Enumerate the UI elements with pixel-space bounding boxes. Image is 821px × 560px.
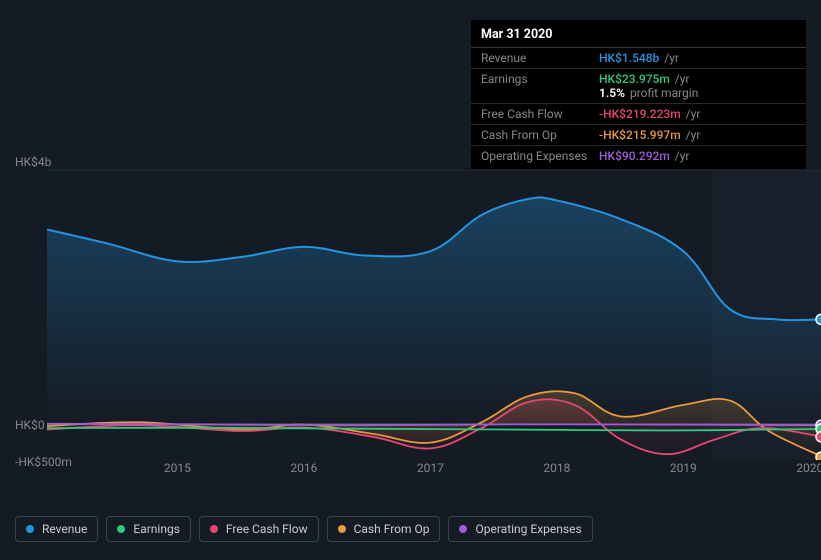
tooltip-row-label: Operating Expenses xyxy=(481,149,599,163)
tooltip-row-value: -HK$219.223m xyxy=(599,107,681,121)
tooltip-row: Free Cash Flow-HK$219.223m /yr xyxy=(471,104,806,125)
tooltip-row-unit: /yr xyxy=(672,149,690,163)
legend-label: Revenue xyxy=(42,522,87,536)
chart-svg-container[interactable]: 201520162017201820192020 xyxy=(47,170,821,460)
tooltip-panel: Mar 31 2020 RevenueHK$1.548b /yrEarnings… xyxy=(471,20,806,169)
tooltip-row: Cash From Op-HK$215.997m /yr xyxy=(471,125,806,146)
legend-label: Free Cash Flow xyxy=(226,522,308,536)
legend-item[interactable]: Cash From Op xyxy=(327,516,441,542)
legend-item[interactable]: Revenue xyxy=(15,516,98,542)
tooltip-row-unit: /yr xyxy=(683,107,701,121)
tooltip-row-unit: /yr xyxy=(661,51,679,65)
tooltip-row-value: -HK$215.997m xyxy=(599,128,681,142)
tooltip-row: Operating ExpensesHK$90.292m /yr xyxy=(471,146,806,169)
tooltip-row-value: HK$23.975m xyxy=(599,72,670,86)
tooltip-row-label: Free Cash Flow xyxy=(481,107,599,121)
tooltip-row-unit: /yr xyxy=(683,128,701,142)
x-axis-label: 2017 xyxy=(417,461,444,475)
legend-label: Cash From Op xyxy=(354,522,430,536)
tooltip-row-label: Earnings xyxy=(481,72,599,100)
x-axis-label: 2018 xyxy=(543,461,570,475)
legend-item[interactable]: Free Cash Flow xyxy=(199,516,319,542)
legend: Revenue Earnings Free Cash Flow Cash From O… xyxy=(15,516,593,542)
legend-dot-icon xyxy=(210,525,218,533)
tooltip-row: EarningsHK$23.975m /yr1.5% profit margin xyxy=(471,69,806,104)
legend-item[interactable]: Operating Expenses xyxy=(448,516,592,542)
legend-dot-icon xyxy=(338,525,346,533)
legend-label: Operating Expenses xyxy=(475,522,581,536)
legend-label: Earnings xyxy=(133,522,180,536)
legend-dot-icon xyxy=(459,525,467,533)
x-axis-label: 2020 xyxy=(796,461,821,475)
x-axis-label: 2016 xyxy=(290,461,317,475)
legend-dot-icon xyxy=(117,525,125,533)
tooltip-extra: 1.5% profit margin xyxy=(599,86,698,100)
chart-area: HK$4bHK$0-HK$500m 2015201620172018201920… xyxy=(15,155,806,480)
tooltip-row-value: HK$90.292m xyxy=(599,149,670,163)
y-axis-label: HK$4b xyxy=(15,155,51,169)
tooltip-date: Mar 31 2020 xyxy=(471,20,806,48)
legend-dot-icon xyxy=(26,525,34,533)
tooltip-row-label: Cash From Op xyxy=(481,128,599,142)
tooltip-row: RevenueHK$1.548b /yr xyxy=(471,48,806,69)
y-axis-label: HK$0 xyxy=(15,418,45,432)
tooltip-row-value: HK$1.548b xyxy=(599,51,659,65)
x-axis-label: 2019 xyxy=(670,461,697,475)
tooltip-row-unit: /yr xyxy=(672,72,690,86)
legend-item[interactable]: Earnings xyxy=(106,516,191,542)
tooltip-row-label: Revenue xyxy=(481,51,599,65)
x-axis-label: 2015 xyxy=(164,461,191,475)
